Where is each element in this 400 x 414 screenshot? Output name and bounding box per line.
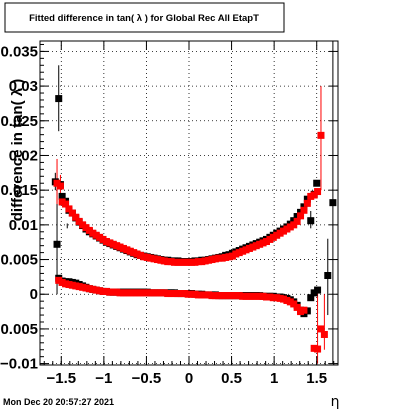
footer-timestamp: Mon Dec 20 20:57:27 2021 — [3, 397, 114, 407]
data-point — [303, 199, 311, 207]
data-point — [300, 306, 308, 314]
data-point — [53, 240, 61, 248]
data-point — [293, 303, 301, 311]
y-tick-label: 0.015 — [0, 182, 38, 199]
y-tick-label: 0.03 — [9, 78, 38, 95]
data-point — [68, 209, 76, 217]
data-point — [293, 217, 301, 225]
data-point — [297, 212, 305, 220]
y-tick-label: 0.005 — [0, 252, 38, 269]
data-point — [58, 192, 66, 200]
chart-title: Fitted difference in tan( λ ) for Global… — [29, 13, 259, 24]
y-axis-label: difference in tan( λ ) — [9, 79, 26, 222]
x-tick-labels: −1.5 −1 −0.5 0 0.5 1 1.5 — [46, 370, 327, 387]
axis-ticks — [40, 41, 338, 365]
x-tick-label: 1 — [270, 370, 278, 387]
data-point — [324, 272, 332, 280]
y-tick-label: 0 — [30, 286, 38, 303]
y-tick-label: 0.025 — [0, 113, 38, 130]
title-box — [4, 2, 285, 33]
data-point — [307, 217, 315, 225]
data-point — [55, 95, 63, 103]
data-point — [72, 213, 80, 221]
y-tick-label: −0.01 — [0, 356, 38, 373]
data-point — [65, 205, 73, 213]
x-tick-label: 0 — [185, 370, 193, 387]
data-point — [320, 330, 328, 338]
y-tick-labels: −0.01 −0.005 0 0.005 0.01 0.015 0.02 0.025 0.03 0… — [0, 43, 38, 372]
y-tick-label: 0.035 — [0, 43, 38, 60]
x-axis-label: η — [331, 394, 340, 409]
y-tick-label: 0.01 — [9, 217, 38, 234]
data-point — [62, 200, 70, 208]
data-point — [307, 294, 315, 302]
y-tick-label: 0.02 — [9, 147, 38, 164]
x-tick-label: −1.5 — [46, 370, 76, 387]
x-tick-label: −1 — [95, 370, 112, 387]
data-point — [329, 199, 337, 207]
data-point — [314, 345, 322, 353]
x-tick-label: 1.5 — [306, 370, 327, 387]
data-point — [314, 286, 322, 294]
x-tick-label: −0.5 — [132, 370, 162, 387]
data-point — [313, 179, 321, 187]
data-point — [317, 325, 325, 333]
data-point — [317, 131, 325, 139]
data-point — [314, 188, 322, 196]
data-point — [56, 182, 64, 190]
x-tick-label: 0.5 — [221, 370, 242, 387]
data-points — [51, 95, 337, 353]
data-point — [300, 206, 308, 214]
y-tick-label: −0.005 — [0, 321, 38, 338]
